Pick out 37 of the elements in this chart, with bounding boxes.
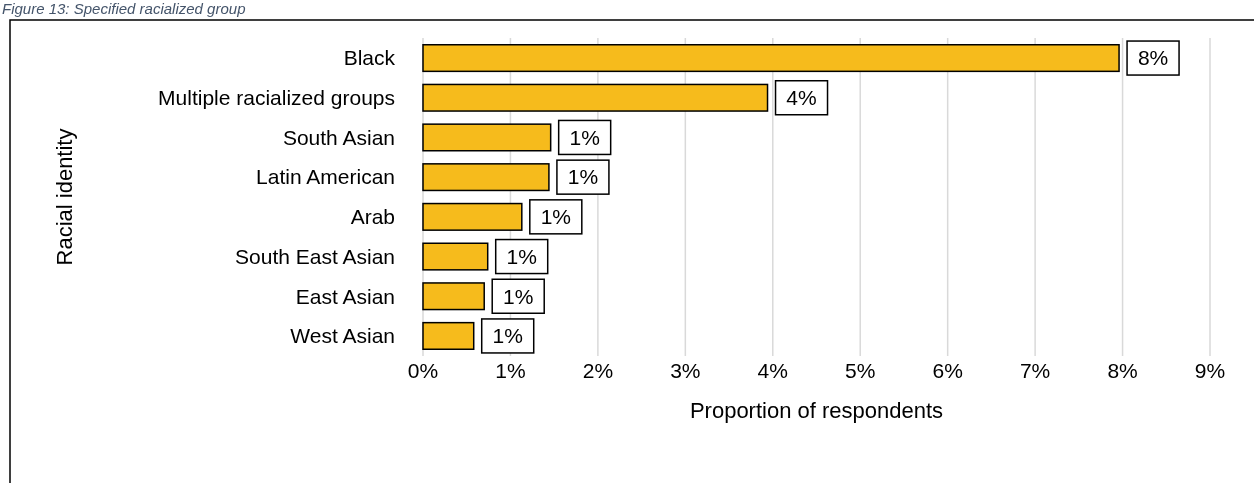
data-label: 4% <box>786 86 817 110</box>
bar <box>422 202 523 231</box>
data-label: 1% <box>540 205 571 229</box>
bar <box>422 282 485 311</box>
y-axis-title: Racial identity <box>52 128 77 266</box>
y-tick-label: Latin American <box>256 165 395 189</box>
bar <box>422 83 769 112</box>
x-tick-label: 2% <box>582 359 614 382</box>
bar <box>422 44 1120 73</box>
x-tick-label: 7% <box>1019 359 1051 382</box>
bar <box>422 321 475 350</box>
x-tick-label: 1% <box>495 359 526 382</box>
y-tick-label: Black <box>343 46 396 70</box>
x-tick-label: 6% <box>932 359 963 382</box>
y-tick-label: West Asian <box>290 324 395 348</box>
bar <box>422 163 550 192</box>
y-tick-label: South East Asian <box>235 244 395 268</box>
x-tick-label: 8% <box>1107 359 1138 382</box>
x-tick-label: 0% <box>407 359 439 382</box>
x-tick-label: 5% <box>845 359 876 382</box>
text: Figure 13: Specified racialized group <box>2 0 246 17</box>
data-label: 8% <box>1137 46 1169 70</box>
y-tick-label: South Asian <box>282 125 395 149</box>
x-tick-label: 4% <box>757 359 788 382</box>
bar <box>422 123 552 152</box>
data-label: 1% <box>503 284 534 308</box>
y-tick-label: Arab <box>350 205 395 229</box>
data-label: 1% <box>506 244 537 268</box>
x-axis-title: Proportion of respondents <box>689 398 944 423</box>
x-tick-label: 3% <box>670 359 701 382</box>
data-label: 1% <box>567 165 599 189</box>
bar <box>422 242 489 271</box>
data-label: 1% <box>492 324 523 348</box>
x-tick-label: 9% <box>1194 359 1226 382</box>
y-tick-label: East Asian <box>295 284 395 308</box>
data-label: 1% <box>569 125 600 149</box>
y-tick-label: Multiple racialized groups <box>158 86 395 110</box>
